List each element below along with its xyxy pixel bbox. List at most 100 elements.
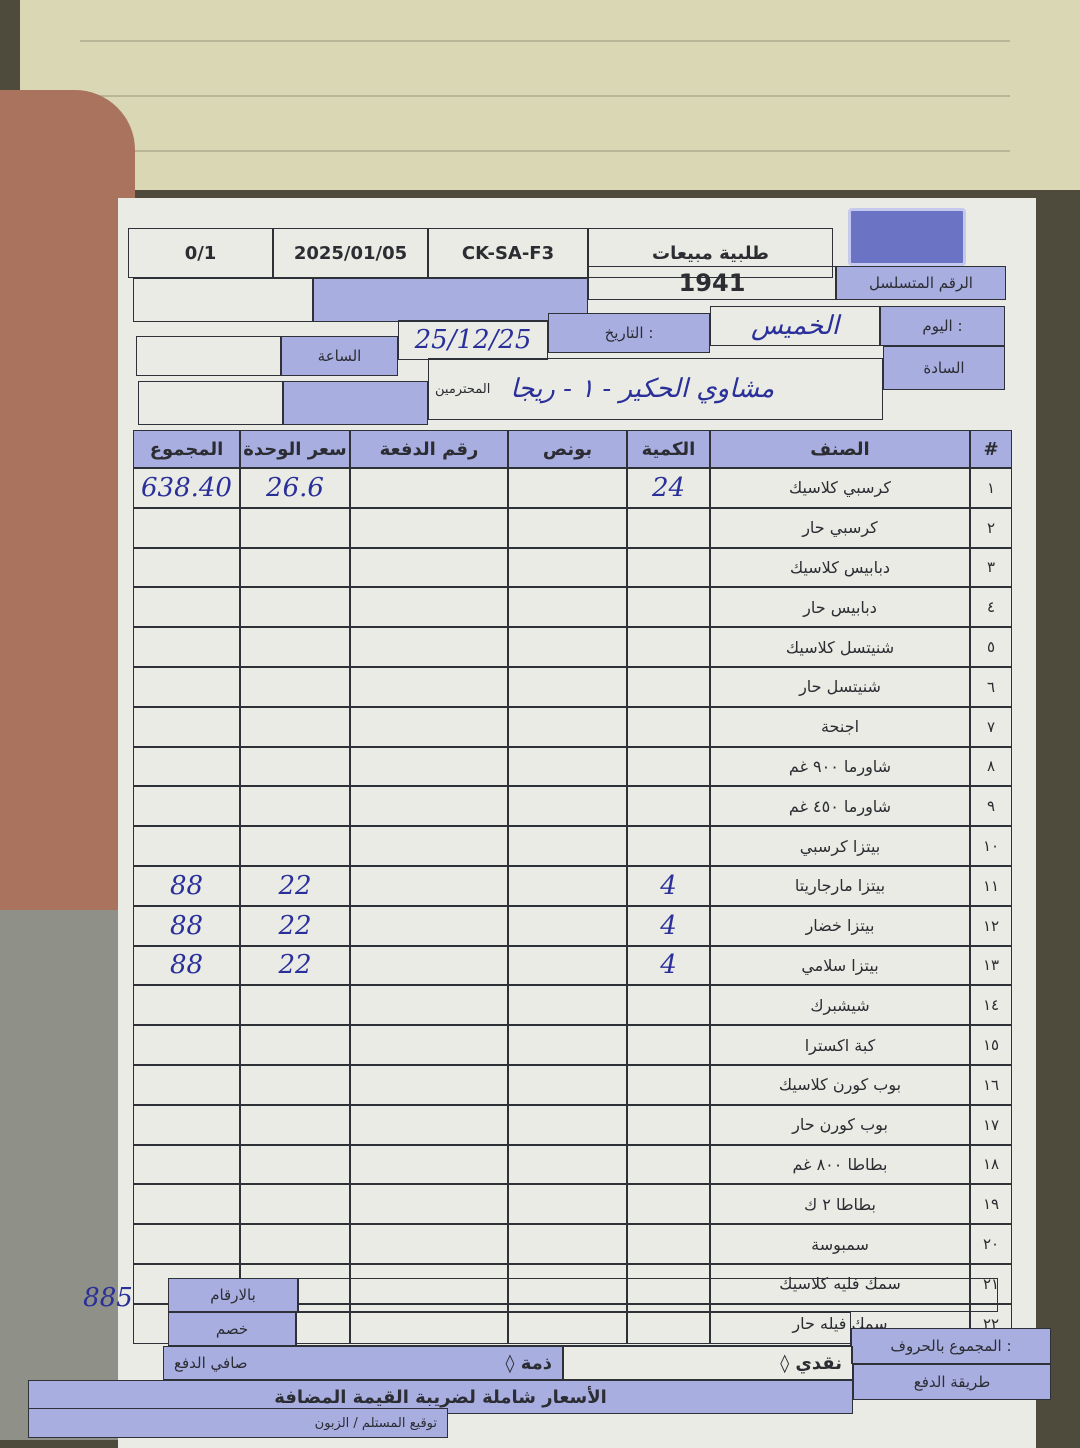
table-cell-qty[interactable] bbox=[627, 547, 710, 588]
date-field[interactable]: 25/12/25 bbox=[398, 320, 548, 360]
table-cell-qty[interactable] bbox=[627, 1303, 710, 1344]
table-cell-qty[interactable]: 4 bbox=[627, 945, 710, 986]
table-cell-total[interactable] bbox=[133, 1065, 240, 1105]
table-cell-unit-price[interactable]: 26.6 bbox=[240, 468, 350, 508]
table-cell-bonus[interactable] bbox=[508, 706, 627, 747]
table-cell-unit-price[interactable] bbox=[240, 627, 350, 667]
table-cell-payment-no[interactable] bbox=[350, 1065, 508, 1105]
table-cell-payment-no[interactable] bbox=[350, 1144, 508, 1185]
table-cell-unit-price[interactable]: 22 bbox=[240, 905, 350, 946]
table-cell-bonus[interactable] bbox=[508, 1144, 627, 1185]
table-cell-bonus[interactable] bbox=[508, 627, 627, 667]
table-cell-unit-price[interactable] bbox=[240, 1065, 350, 1105]
table-cell-bonus[interactable] bbox=[508, 826, 627, 866]
table-cell-total[interactable] bbox=[133, 1104, 240, 1145]
table-cell-total[interactable] bbox=[133, 627, 240, 667]
table-cell-payment-no[interactable] bbox=[350, 1184, 508, 1225]
table-cell-qty[interactable] bbox=[627, 985, 710, 1026]
table-cell-payment-no[interactable] bbox=[350, 706, 508, 747]
table-cell-unit-price[interactable] bbox=[240, 706, 350, 747]
table-cell-bonus[interactable] bbox=[508, 587, 627, 628]
table-cell-total[interactable] bbox=[133, 706, 240, 747]
table-cell-total[interactable] bbox=[133, 786, 240, 827]
table-cell-qty[interactable] bbox=[627, 1065, 710, 1105]
table-cell-payment-no[interactable] bbox=[350, 786, 508, 827]
table-cell-payment-no[interactable] bbox=[350, 945, 508, 986]
table-cell-payment-no[interactable] bbox=[350, 866, 508, 906]
table-cell-unit-price[interactable] bbox=[240, 746, 350, 787]
table-cell-unit-price[interactable] bbox=[240, 1025, 350, 1065]
table-cell-bonus[interactable] bbox=[508, 1264, 627, 1304]
table-cell-qty[interactable] bbox=[627, 706, 710, 747]
table-cell-qty[interactable] bbox=[627, 826, 710, 866]
table-cell-total[interactable] bbox=[133, 985, 240, 1026]
table-cell-bonus[interactable] bbox=[508, 1065, 627, 1105]
table-cell-payment-no[interactable] bbox=[350, 1224, 508, 1264]
table-cell-bonus[interactable] bbox=[508, 468, 627, 508]
table-cell-payment-no[interactable] bbox=[350, 468, 508, 508]
table-cell-total[interactable] bbox=[133, 826, 240, 866]
table-cell-bonus[interactable] bbox=[508, 985, 627, 1026]
table-cell-total[interactable] bbox=[133, 507, 240, 548]
table-cell-bonus[interactable] bbox=[508, 746, 627, 787]
table-cell-payment-no[interactable] bbox=[350, 905, 508, 946]
table-cell-payment-no[interactable] bbox=[350, 985, 508, 1026]
table-cell-total[interactable]: 88 bbox=[133, 905, 240, 946]
table-cell-total[interactable] bbox=[133, 1184, 240, 1225]
table-cell-qty[interactable] bbox=[627, 1104, 710, 1145]
table-cell-payment-no[interactable] bbox=[350, 1104, 508, 1145]
table-cell-total[interactable]: 88 bbox=[133, 866, 240, 906]
cash-option-cell[interactable]: ◊ نقدي bbox=[563, 1346, 853, 1380]
day-field[interactable]: الخميس bbox=[710, 306, 880, 346]
table-cell-unit-price[interactable] bbox=[240, 507, 350, 548]
table-cell-total[interactable]: 638.40 bbox=[133, 468, 240, 508]
table-cell-unit-price[interactable] bbox=[240, 985, 350, 1026]
table-cell-unit-price[interactable] bbox=[240, 667, 350, 707]
table-cell-payment-no[interactable] bbox=[350, 667, 508, 707]
table-cell-bonus[interactable] bbox=[508, 1224, 627, 1264]
table-cell-unit-price[interactable] bbox=[240, 587, 350, 628]
table-cell-qty[interactable] bbox=[627, 746, 710, 787]
table-cell-bonus[interactable] bbox=[508, 547, 627, 588]
table-cell-bonus[interactable] bbox=[508, 1025, 627, 1065]
table-cell-qty[interactable] bbox=[627, 1025, 710, 1065]
table-cell-bonus[interactable] bbox=[508, 866, 627, 906]
table-cell-qty[interactable]: 24 bbox=[627, 468, 710, 508]
table-cell-payment-no[interactable] bbox=[350, 627, 508, 667]
customer-field[interactable]: المحترمين مشاوي الحكير - ١ - ريجا bbox=[428, 358, 883, 420]
table-cell-bonus[interactable] bbox=[508, 1184, 627, 1225]
table-cell-qty[interactable] bbox=[627, 1224, 710, 1264]
cash-option[interactable]: ◊ نقدي bbox=[780, 1352, 842, 1374]
table-cell-payment-no[interactable] bbox=[350, 547, 508, 588]
table-cell-total[interactable] bbox=[133, 587, 240, 628]
table-cell-qty[interactable] bbox=[627, 667, 710, 707]
table-cell-payment-no[interactable] bbox=[350, 587, 508, 628]
table-cell-bonus[interactable] bbox=[508, 1303, 627, 1344]
table-cell-unit-price[interactable] bbox=[240, 826, 350, 866]
table-cell-total[interactable] bbox=[133, 547, 240, 588]
table-cell-total[interactable] bbox=[133, 1025, 240, 1065]
table-cell-bonus[interactable] bbox=[508, 786, 627, 827]
table-cell-total[interactable] bbox=[133, 746, 240, 787]
table-cell-qty[interactable] bbox=[627, 1184, 710, 1225]
table-cell-qty[interactable] bbox=[627, 587, 710, 628]
table-cell-total[interactable] bbox=[133, 1224, 240, 1264]
table-cell-qty[interactable]: 4 bbox=[627, 866, 710, 906]
table-cell-payment-no[interactable] bbox=[350, 746, 508, 787]
table-cell-unit-price[interactable] bbox=[240, 1224, 350, 1264]
table-cell-bonus[interactable] bbox=[508, 1104, 627, 1145]
table-cell-qty[interactable] bbox=[627, 627, 710, 667]
table-cell-bonus[interactable] bbox=[508, 667, 627, 707]
table-cell-unit-price[interactable]: 22 bbox=[240, 866, 350, 906]
table-cell-payment-no[interactable] bbox=[350, 1025, 508, 1065]
table-cell-bonus[interactable] bbox=[508, 905, 627, 946]
table-cell-total[interactable] bbox=[133, 1144, 240, 1185]
table-cell-unit-price[interactable] bbox=[240, 1144, 350, 1185]
credit-option[interactable]: ◊ ذمة bbox=[505, 1352, 552, 1374]
table-cell-payment-no[interactable] bbox=[350, 1303, 508, 1344]
table-cell-unit-price[interactable] bbox=[240, 1184, 350, 1225]
table-cell-payment-no[interactable] bbox=[350, 1264, 508, 1304]
table-cell-payment-no[interactable] bbox=[350, 826, 508, 866]
table-cell-qty[interactable]: 4 bbox=[627, 905, 710, 946]
table-cell-bonus[interactable] bbox=[508, 507, 627, 548]
